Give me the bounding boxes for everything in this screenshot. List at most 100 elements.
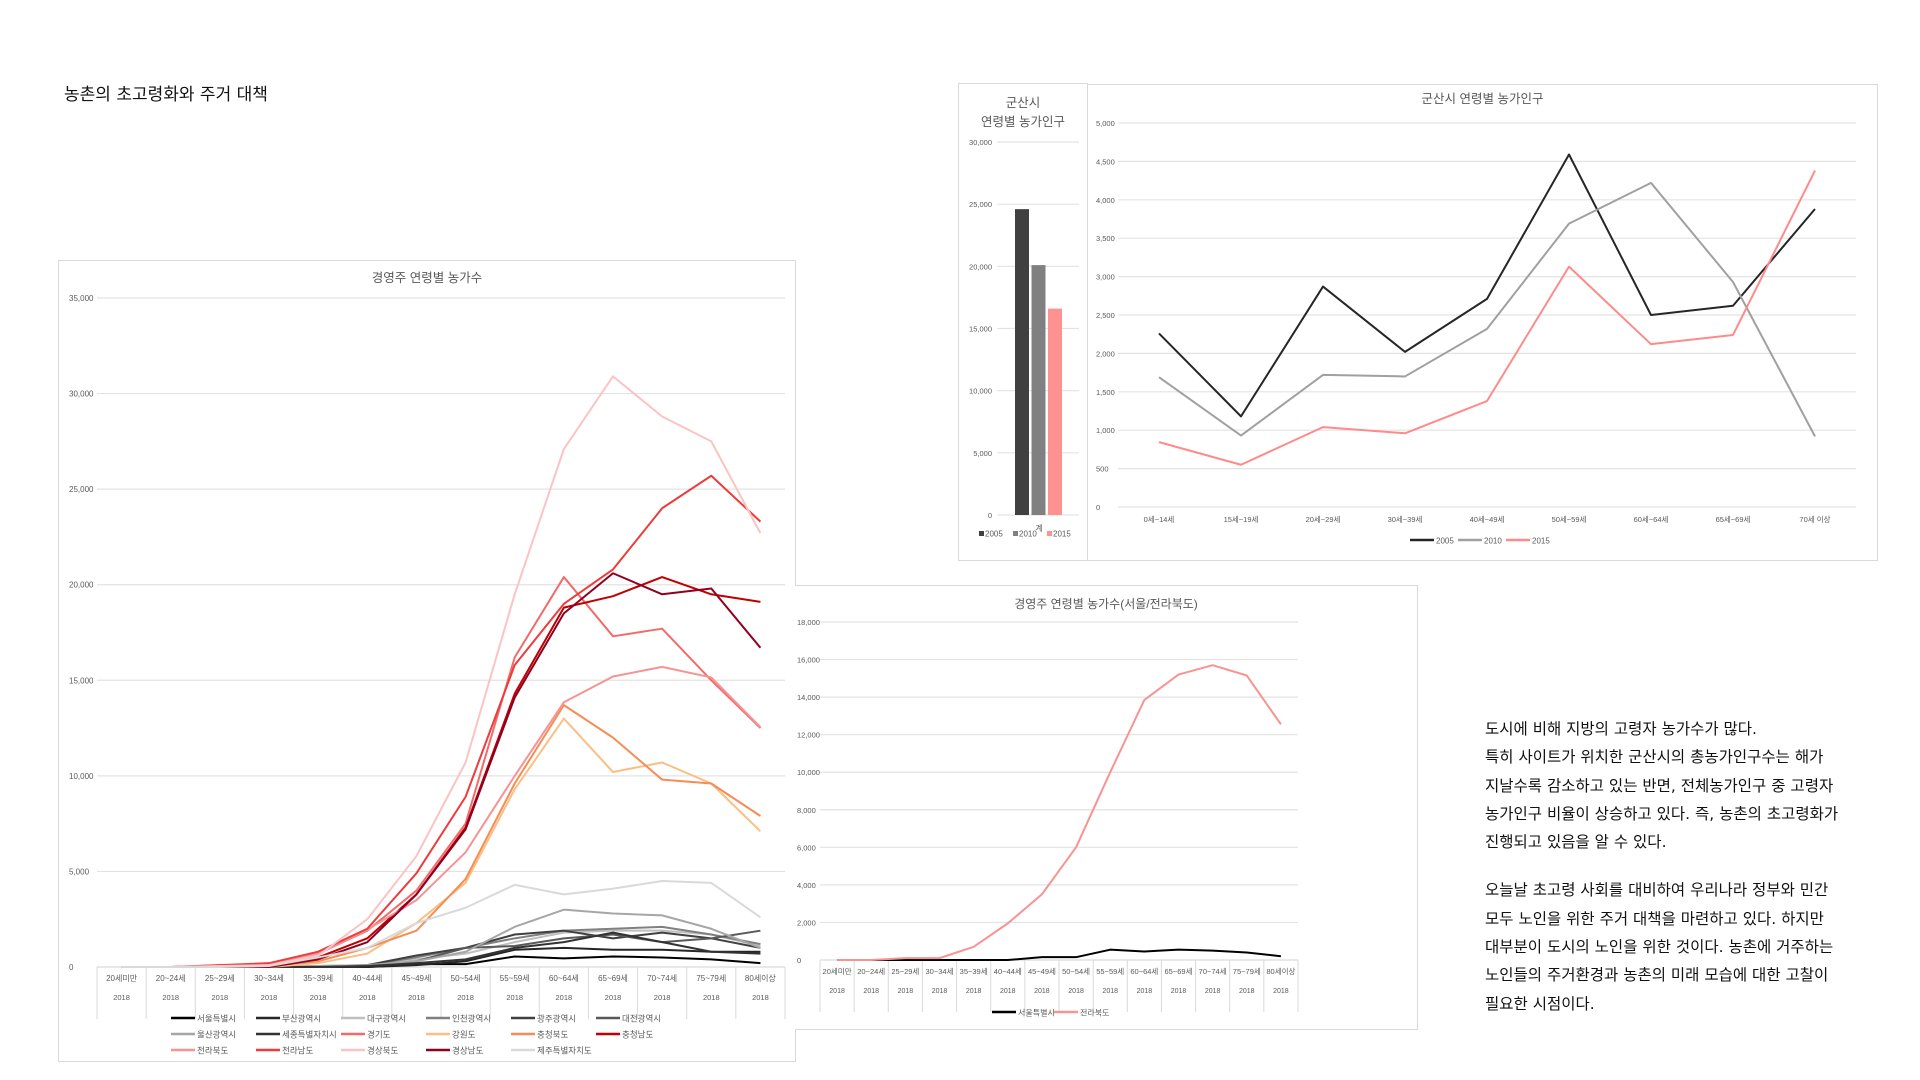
y-tick-label: 25,000 bbox=[69, 485, 94, 494]
x-tick-sublabel: 2018 bbox=[359, 993, 376, 1002]
y-tick-label: 15,000 bbox=[969, 325, 992, 334]
x-tick-sublabel: 2018 bbox=[457, 993, 474, 1002]
y-tick-label: 4,000 bbox=[797, 881, 816, 890]
legend-label: 2010 bbox=[1019, 530, 1037, 539]
x-tick-label: 20~24세 bbox=[857, 967, 885, 976]
x-tick-label: 70~74세 bbox=[647, 974, 677, 983]
y-tick-label: 20,000 bbox=[69, 581, 94, 590]
x-tick-sublabel: 2018 bbox=[1205, 988, 1221, 995]
series-line-전라북도 bbox=[121, 665, 762, 968]
series-line-서울특별시 bbox=[837, 948, 1282, 961]
legend-label: 제주특별자치도 bbox=[537, 1046, 592, 1056]
description-line: 대부분이 도시의 노인을 위한 것이다. 농촌에 거주하는 bbox=[1485, 938, 1834, 957]
description-line: 농가인구 비율이 상승하고 있다. 즉, 농촌의 초고령화가 bbox=[1485, 804, 1839, 823]
legend-label: 2005 bbox=[1436, 537, 1454, 546]
legend-label: 전라북도 bbox=[1080, 1008, 1109, 1018]
description-line: 진행되고 있음을 알 수 있다. bbox=[1485, 833, 1667, 852]
x-tick-sublabel: 2018 bbox=[310, 993, 327, 1002]
series-line-전라북도 bbox=[837, 664, 1282, 961]
x-tick-sublabel: 2018 bbox=[829, 988, 845, 995]
y-tick-label: 500 bbox=[1096, 465, 1109, 474]
legend-label: 대구광역시 bbox=[367, 1014, 406, 1024]
x-tick-sublabel: 2018 bbox=[261, 993, 278, 1002]
x-tick-sublabel: 2018 bbox=[752, 993, 769, 1002]
description-line: 오늘날 초고령 사회를 대비하여 우리나라 정부와 민간 bbox=[1485, 881, 1829, 900]
y-tick-label: 30,000 bbox=[969, 138, 992, 147]
y-tick-label: 6,000 bbox=[797, 843, 816, 852]
y-tick-label: 14,000 bbox=[797, 693, 820, 702]
legend-label: 전라남도 bbox=[282, 1046, 313, 1056]
y-tick-label: 2,500 bbox=[1096, 311, 1115, 320]
x-tick-label: 40세~49세 bbox=[1470, 515, 1505, 524]
x-tick-sublabel: 2018 bbox=[1000, 988, 1016, 995]
legend-label: 2015 bbox=[1053, 530, 1071, 539]
chart-farm-households-seoul-jeonbuk: 경영주 연령별 농가수(서울/전라북도) 0 2,000 4,000 6,000 8,00… bbox=[795, 585, 1418, 1030]
legend-label: 충청남도 bbox=[622, 1030, 653, 1040]
y-tick-label: 5,000 bbox=[69, 867, 90, 876]
y-tick-label: 0 bbox=[797, 956, 801, 965]
x-tick-label: 25~29세 bbox=[205, 974, 235, 983]
x-tick-label: 65~69세 bbox=[598, 974, 628, 983]
y-tick-label: 2,000 bbox=[1096, 349, 1115, 358]
x-tick-label: 80세이상 bbox=[745, 973, 777, 983]
series-line-경상북도 bbox=[121, 375, 762, 968]
x-tick-label: 70~74세 bbox=[1199, 967, 1227, 976]
x-tick-label: 40~44세 bbox=[994, 967, 1022, 976]
series-line-2005 bbox=[1158, 153, 1816, 418]
legend-label: 전라북도 bbox=[197, 1046, 228, 1056]
x-tick-sublabel: 2018 bbox=[1102, 988, 1118, 995]
series-line-강원도 bbox=[121, 717, 762, 968]
y-tick-label: 30,000 bbox=[69, 390, 94, 399]
y-tick-label: 0 bbox=[1096, 503, 1100, 512]
legend-label: 경상남도 bbox=[452, 1046, 483, 1056]
x-tick-sublabel: 2018 bbox=[113, 993, 130, 1002]
legend-label: 충청북도 bbox=[537, 1030, 568, 1040]
x-tick-label: 35~39세 bbox=[960, 967, 988, 976]
x-tick-label: 0세~14세 bbox=[1144, 515, 1175, 524]
x-tick-sublabel: 2018 bbox=[703, 993, 720, 1002]
description-line: 도시에 비해 지방의 고령자 농가수가 많다. bbox=[1485, 720, 1757, 738]
x-tick-sublabel: 2018 bbox=[863, 988, 879, 995]
series-line-경기도 bbox=[121, 576, 762, 968]
chart-title: 군산시 bbox=[1006, 96, 1041, 110]
x-tick-label: 25~29세 bbox=[891, 967, 919, 976]
y-tick-label: 16,000 bbox=[797, 656, 820, 665]
x-tick-sublabel: 2018 bbox=[654, 993, 671, 1002]
y-tick-label: 12,000 bbox=[797, 731, 820, 740]
chart-farm-households-by-age: 경영주 연령별 농가수 0 5,000 10,000 15,000 20,000 25,00… bbox=[58, 260, 796, 1062]
legend-label: 2015 bbox=[1532, 537, 1550, 546]
series-line-2015 bbox=[1158, 170, 1816, 466]
legend-label: 세종특별자치시 bbox=[282, 1030, 337, 1040]
description: 도시에 비해 지방의 고령자 농가수가 많다. 특히 사이트가 위치한 군산시의… bbox=[1485, 715, 1905, 1038]
x-tick-label: 30세~39세 bbox=[1388, 515, 1423, 524]
bar-2005 bbox=[1015, 209, 1029, 515]
x-tick-sublabel: 2018 bbox=[1273, 988, 1289, 995]
x-tick-label: 55~59세 bbox=[500, 974, 530, 983]
y-tick-label: 15,000 bbox=[69, 676, 94, 685]
chart-gunsan-age-line: 군산시 연령별 농가인구 0 500 1,000 1,500 2,000 2,500 3,00… bbox=[1087, 84, 1878, 561]
x-tick-label: 65~69세 bbox=[1165, 967, 1193, 976]
x-tick-label: 60~64세 bbox=[1130, 967, 1158, 976]
x-tick-label: 45~49세 bbox=[402, 974, 432, 983]
x-tick-sublabel: 2018 bbox=[605, 993, 622, 1002]
description-line: 필요한 시점이다. bbox=[1485, 994, 1595, 1013]
description-line: 특히 사이트가 위치한 군산시의 총농가인구수는 해가 bbox=[1485, 748, 1824, 767]
x-tick-sublabel: 2018 bbox=[1068, 988, 1084, 995]
x-tick-label: 60세~64세 bbox=[1634, 515, 1669, 524]
x-tick-label: 15세~19세 bbox=[1224, 515, 1259, 524]
legend-swatch bbox=[1047, 531, 1052, 536]
description-line: 노인들의 주거환경과 농촌의 미래 모습에 대한 고찰이 bbox=[1485, 966, 1829, 985]
legend-label: 경상북도 bbox=[367, 1046, 398, 1056]
x-tick-sublabel: 2018 bbox=[932, 988, 948, 995]
chart-title: 연령별 농가인구 bbox=[981, 115, 1065, 129]
x-tick-label: 75~79세 bbox=[696, 974, 726, 983]
chart-svg: 군산시 연령별 농가인구 0 500 1,000 1,500 2,000 2,500 3,00… bbox=[1096, 92, 1856, 546]
chart-svg: 경영주 연령별 농가수 0 5,000 10,000 15,000 20,000 25,00… bbox=[69, 271, 786, 1056]
legend-label: 대전광역시 bbox=[622, 1014, 661, 1024]
legend-label: 경기도 bbox=[367, 1030, 391, 1040]
legend-label: 부산광역시 bbox=[282, 1014, 321, 1024]
x-tick-sublabel: 2018 bbox=[162, 993, 179, 1002]
legend-swatch bbox=[979, 531, 984, 536]
description-line: 모두 노인을 위한 주거 대책을 마련하고 있다. 하지만 bbox=[1485, 909, 1824, 928]
x-tick-sublabel: 2018 bbox=[1171, 988, 1187, 995]
